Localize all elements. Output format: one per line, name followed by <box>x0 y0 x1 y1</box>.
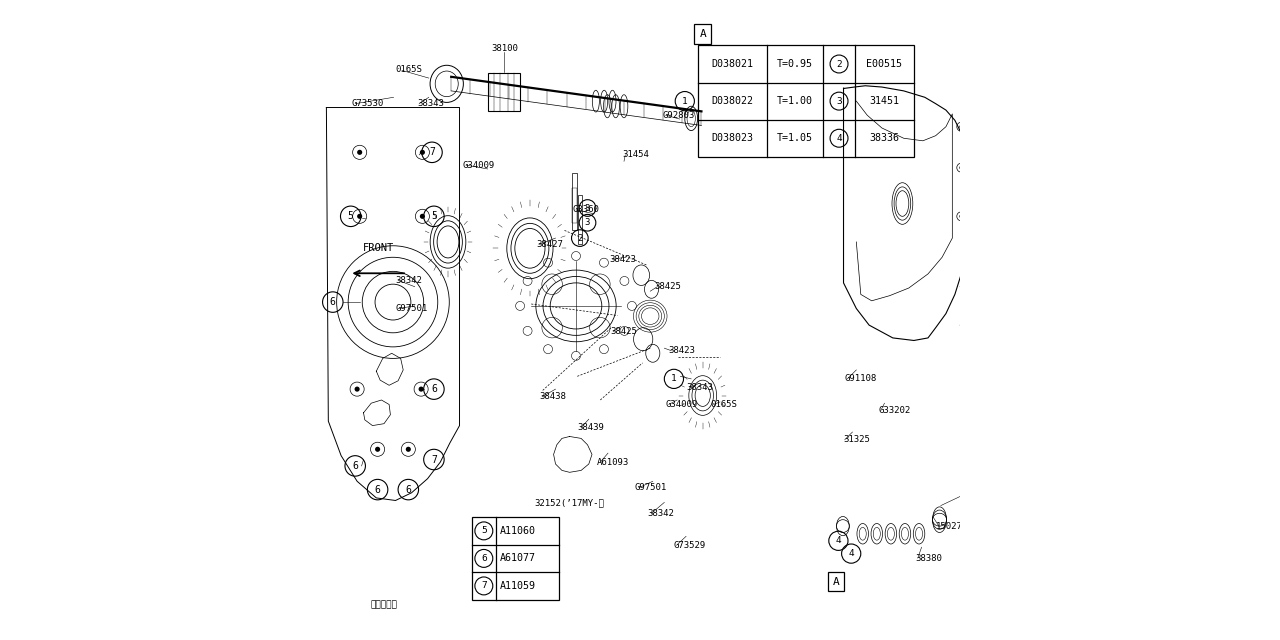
Text: A: A <box>832 577 840 587</box>
Text: 5: 5 <box>348 211 353 221</box>
Text: 38438: 38438 <box>539 392 566 401</box>
Text: 6: 6 <box>406 484 411 495</box>
Text: 32290: 32290 <box>978 316 1005 324</box>
Text: G7410: G7410 <box>980 168 1007 177</box>
Text: G91414: G91414 <box>972 97 1004 106</box>
Text: T=0.95: T=0.95 <box>777 59 813 69</box>
Circle shape <box>375 447 380 452</box>
Text: G97501: G97501 <box>635 483 667 492</box>
Text: 38343: 38343 <box>686 383 713 392</box>
Text: 38439: 38439 <box>577 423 604 432</box>
Text: 6: 6 <box>431 384 436 394</box>
Text: A190001271: A190001271 <box>963 611 1016 620</box>
Text: 38336: 38336 <box>869 133 900 143</box>
Text: A61077: A61077 <box>499 554 536 563</box>
Text: 38423: 38423 <box>668 346 695 355</box>
Circle shape <box>355 387 360 392</box>
Bar <box>694 24 712 44</box>
Text: D038023: D038023 <box>712 133 753 143</box>
Text: D038021: D038021 <box>712 59 753 69</box>
Text: 6: 6 <box>481 554 486 563</box>
Text: 7: 7 <box>431 454 436 465</box>
Text: 38425: 38425 <box>654 282 681 291</box>
Text: 0165S: 0165S <box>710 400 737 409</box>
Text: 「後方図」: 「後方図」 <box>371 600 397 609</box>
Text: 3: 3 <box>585 218 590 227</box>
Text: G33202: G33202 <box>878 406 910 415</box>
Circle shape <box>357 150 362 155</box>
Text: 38380: 38380 <box>915 554 942 563</box>
Text: 2: 2 <box>577 234 582 243</box>
Bar <box>571 173 576 230</box>
Bar <box>571 188 576 223</box>
Text: 31377: 31377 <box>978 277 1005 286</box>
Text: G9102: G9102 <box>974 61 1001 70</box>
Text: G97501: G97501 <box>396 304 428 313</box>
Text: G34009: G34009 <box>462 161 494 170</box>
Text: 6: 6 <box>352 461 358 471</box>
Circle shape <box>965 76 968 80</box>
Text: 3: 3 <box>836 97 842 106</box>
Text: E00802: E00802 <box>968 130 1001 139</box>
Circle shape <box>420 150 425 155</box>
Text: A11060: A11060 <box>499 526 536 536</box>
Text: 2: 2 <box>836 60 842 68</box>
Text: 38427: 38427 <box>536 240 563 249</box>
Text: 15027: 15027 <box>937 522 963 531</box>
Text: G7410: G7410 <box>963 490 989 499</box>
Text: 31451: 31451 <box>869 96 900 106</box>
Text: 4: 4 <box>836 536 841 545</box>
Text: 0165S: 0165S <box>396 65 422 74</box>
Bar <box>698 45 914 157</box>
Text: 32152(’17MY-）: 32152(’17MY-） <box>535 498 604 507</box>
Circle shape <box>420 214 425 219</box>
Text: 1: 1 <box>682 97 687 106</box>
Text: G73530: G73530 <box>352 99 384 108</box>
Circle shape <box>960 125 963 129</box>
Text: 38342: 38342 <box>648 509 675 518</box>
Text: 38425: 38425 <box>611 327 636 336</box>
Text: 4: 4 <box>849 549 854 558</box>
Text: 3: 3 <box>585 204 590 212</box>
Text: 7: 7 <box>429 147 435 157</box>
Circle shape <box>960 214 963 218</box>
Text: 38343: 38343 <box>417 99 444 108</box>
Text: 1: 1 <box>671 374 677 383</box>
Text: 38423: 38423 <box>609 255 636 264</box>
Text: 6: 6 <box>375 484 380 495</box>
Text: 31454: 31454 <box>622 150 649 159</box>
Text: T=1.00: T=1.00 <box>777 96 813 106</box>
Text: 5: 5 <box>431 211 436 221</box>
Text: D038022: D038022 <box>712 96 753 106</box>
Text: 31325: 31325 <box>844 435 869 444</box>
Bar <box>579 195 582 244</box>
Text: G73529: G73529 <box>673 541 705 550</box>
Text: 38342: 38342 <box>396 276 422 285</box>
Text: E00515: E00515 <box>867 59 902 69</box>
Bar <box>488 73 520 111</box>
Text: G91108: G91108 <box>845 374 877 383</box>
Text: T=1.05: T=1.05 <box>777 133 813 143</box>
Bar <box>472 517 559 600</box>
Circle shape <box>419 387 424 392</box>
Circle shape <box>357 214 362 219</box>
Text: G92803: G92803 <box>663 111 695 120</box>
Text: G34009: G34009 <box>666 400 698 409</box>
Text: 5: 5 <box>481 526 486 536</box>
Text: A61093: A61093 <box>596 458 628 467</box>
Text: 7: 7 <box>481 581 486 591</box>
Text: 31316: 31316 <box>978 202 1005 211</box>
Text: 6: 6 <box>330 297 335 307</box>
Bar <box>828 572 845 591</box>
Text: FRONT: FRONT <box>364 243 394 253</box>
Circle shape <box>406 447 411 452</box>
Text: 38100: 38100 <box>492 44 517 53</box>
Text: 4: 4 <box>836 134 842 143</box>
Circle shape <box>960 166 963 170</box>
Text: A: A <box>699 29 707 39</box>
Text: A11059: A11059 <box>499 581 536 591</box>
Text: G3360: G3360 <box>573 205 599 214</box>
